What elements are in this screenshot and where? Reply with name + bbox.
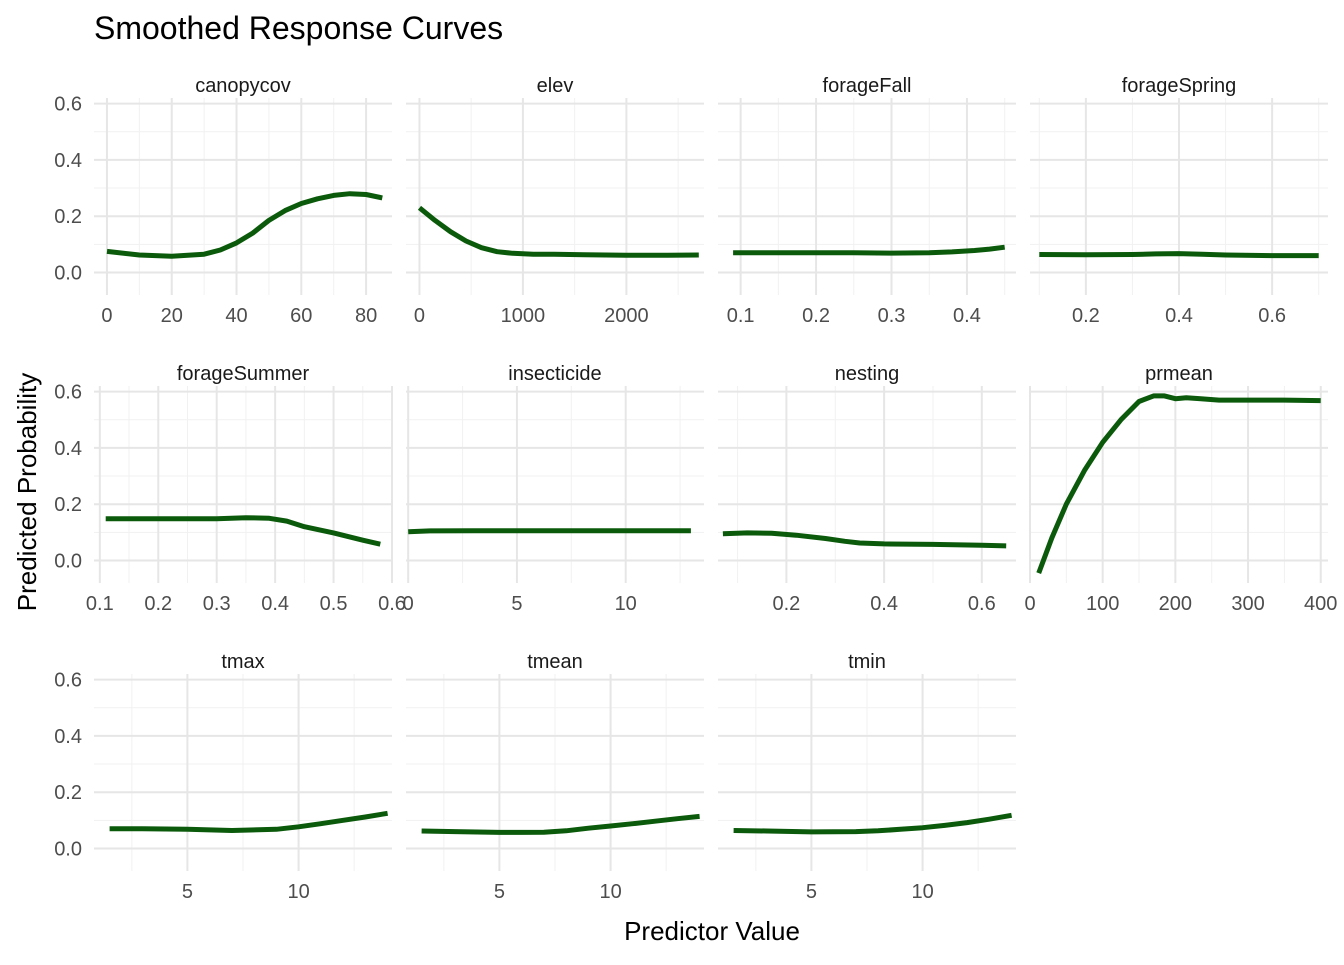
y-tick-label: 0.2 (54, 782, 82, 804)
y-tick-label: 0.6 (54, 670, 82, 692)
x-tick-label: 10 (911, 881, 933, 903)
facet-strip-label: forageSpring (1122, 75, 1237, 97)
x-tick-label: 10 (615, 593, 637, 615)
facet-strip-label: nesting (835, 363, 900, 385)
x-tick-label: 200 (1159, 593, 1192, 615)
x-tick-label: 100 (1086, 593, 1119, 615)
y-tick-label: 0.6 (54, 382, 82, 404)
facet-tmin: tmin 5 10 (718, 651, 1016, 903)
x-tick-label: 0.2 (802, 305, 830, 327)
x-tick-label: 40 (225, 305, 247, 327)
series-line-nesting (722, 530, 1007, 549)
x-tick-label: 0.2 (1072, 305, 1100, 327)
x-tick-label: 0.5 (320, 593, 348, 615)
x-tick-label: 0.4 (953, 305, 981, 327)
x-tick-label: 60 (290, 305, 312, 327)
facet-insecticide: insecticide 0 5 10 (403, 363, 704, 615)
facet-prmean: prmean 0 100 200 300 400 (1024, 363, 1337, 615)
x-tick-label: 0.2 (144, 593, 172, 615)
facet-forageFall: forageFall 0.1 0.2 0.3 0.4 (718, 75, 1016, 327)
facet-strip-label: tmax (221, 651, 264, 673)
facet-strip-label: canopycov (195, 75, 291, 97)
x-tick-label: 0 (101, 305, 112, 327)
series-line-forageSpring (1039, 251, 1319, 259)
series-line-tmax (109, 810, 389, 833)
y-axis-title: Predicted Probability (12, 373, 42, 611)
x-tick-label: 0.4 (261, 593, 289, 615)
facet-tmax: tmax 5 10 0.0 0.2 0.4 0.6 (54, 651, 392, 903)
x-tick-label: 2000 (604, 305, 649, 327)
series-line-forageSummer (105, 515, 381, 547)
facet-strip-label: prmean (1145, 363, 1213, 385)
x-tick-label: 5 (494, 881, 505, 903)
facet-forageSpring: forageSpring 0.2 0.4 0.6 (1030, 75, 1328, 327)
x-tick-label: 0.2 (772, 593, 800, 615)
series-line-tmean (421, 813, 700, 835)
x-tick-label: 20 (161, 305, 183, 327)
y-tick-label: 0.0 (54, 550, 82, 572)
facet-strip-label: elev (537, 75, 574, 97)
chart-title: Smoothed Response Curves (94, 10, 503, 46)
y-tick-label: 0.4 (54, 726, 82, 748)
x-tick-label: 0.6 (968, 593, 996, 615)
x-tick-label: 0 (414, 305, 425, 327)
series-line-elev (417, 205, 699, 258)
x-tick-label: 10 (599, 881, 621, 903)
x-tick-label: 0 (403, 593, 414, 615)
y-tick-label: 0.2 (54, 494, 82, 516)
series-line-insecticide (408, 528, 691, 535)
y-tick-label: 0.2 (54, 206, 82, 228)
facet-nesting: nesting 0.2 0.4 0.6 (718, 363, 1016, 615)
facet-strip-label: tmin (848, 651, 886, 673)
x-tick-label: 0.1 (86, 593, 114, 615)
x-tick-label: 0.6 (1258, 305, 1286, 327)
x-tick-label: 5 (182, 881, 193, 903)
x-tick-label: 300 (1231, 593, 1264, 615)
x-tick-label: 0.4 (1165, 305, 1193, 327)
x-tick-label: 5 (511, 593, 522, 615)
facet-strip-label: forageSummer (177, 363, 310, 385)
series-line-canopycov (106, 191, 383, 259)
facet-tmean: tmean 5 10 (406, 651, 704, 903)
x-tick-label: 10 (287, 881, 309, 903)
facet-strip-label: insecticide (508, 363, 601, 385)
x-tick-label: 0 (1024, 593, 1035, 615)
x-tick-label: 400 (1304, 593, 1337, 615)
y-tick-label: 0.4 (54, 438, 82, 460)
x-tick-label: 0.3 (203, 593, 231, 615)
x-tick-label: 80 (355, 305, 377, 327)
y-tick-label: 0.0 (54, 838, 82, 860)
x-tick-label: 0.3 (878, 305, 906, 327)
series-line-tmin (733, 812, 1013, 835)
x-tick-label: 5 (806, 881, 817, 903)
series-line-forageFall (733, 244, 1006, 256)
y-tick-label: 0.4 (54, 150, 82, 172)
facet-canopycov: canopycov 0 20 40 60 80 0.0 0.2 0.4 0.6 (54, 75, 392, 327)
series-line-prmean (1036, 393, 1321, 574)
y-tick-label: 0.0 (54, 262, 82, 284)
x-axis-title: Predictor Value (624, 916, 800, 946)
x-tick-label: 0.4 (870, 593, 898, 615)
x-tick-label: 0.6 (378, 593, 406, 615)
facet-forageSummer: forageSummer 0.1 0.2 0.3 0.4 0.5 0.6 0.0 0.2 0.4 0… (54, 363, 406, 615)
facet-strip-label: tmean (527, 651, 583, 673)
facet-elev: elev 0 1000 2000 (406, 75, 704, 327)
facet-strip-label: forageFall (823, 75, 912, 97)
y-tick-label: 0.6 (54, 94, 82, 116)
x-tick-label: 0.1 (727, 305, 755, 327)
x-tick-label: 1000 (501, 305, 546, 327)
